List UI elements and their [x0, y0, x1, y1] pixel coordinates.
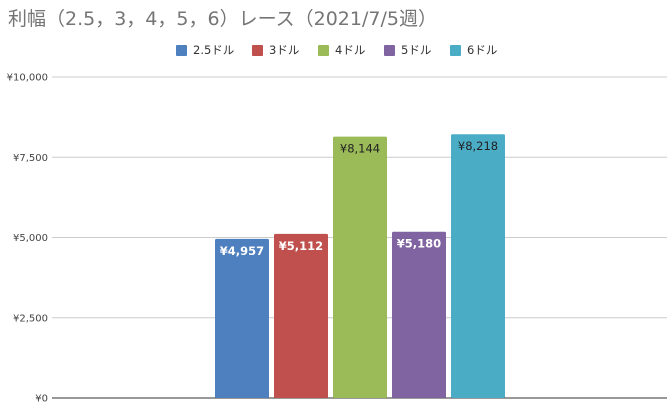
bar-data-label: ¥4,957 [220, 244, 264, 258]
legend-item: 3ドル [252, 40, 299, 60]
bar-data-label: ¥5,180 [397, 237, 441, 251]
y-tick-label: ¥0 [35, 394, 48, 405]
legend-label: 2.5ドル [193, 43, 235, 57]
legend-item: 5ドル [384, 40, 431, 60]
y-tick-label: ¥10,000 [7, 73, 48, 84]
bar [333, 136, 387, 398]
legend-label: 3ドル [269, 43, 300, 57]
y-tick-label: ¥5,000 [13, 233, 48, 244]
legend-item: 6ドル [450, 40, 497, 60]
bar [215, 238, 269, 398]
legend-swatch [318, 44, 329, 56]
legend-item: 4ドル [318, 40, 365, 60]
bar [451, 134, 505, 398]
bar [274, 233, 328, 398]
legend-swatch [450, 44, 461, 56]
legend-item: 2.5ドル [176, 40, 234, 60]
legend-label: 5ドル [401, 43, 432, 57]
legend: 2.5ドル 3ドル 4ドル 5ドル 6ドル [0, 40, 669, 60]
y-tick-label: ¥7,500 [13, 153, 48, 164]
bar-data-label: ¥8,218 [458, 139, 498, 153]
legend-label: 4ドル [335, 43, 366, 57]
y-tick-label: ¥2,500 [13, 313, 48, 324]
bar-data-label: ¥5,112 [279, 239, 323, 253]
legend-swatch [176, 44, 187, 56]
bar-data-label: ¥8,144 [340, 142, 380, 156]
chart-title: 利幅（2.5，3，4，5，6）レース（2021/7/5週） [8, 8, 437, 30]
legend-label: 6ドル [467, 43, 498, 57]
legend-swatch [252, 44, 263, 56]
legend-swatch [384, 44, 395, 56]
bar [392, 231, 446, 398]
